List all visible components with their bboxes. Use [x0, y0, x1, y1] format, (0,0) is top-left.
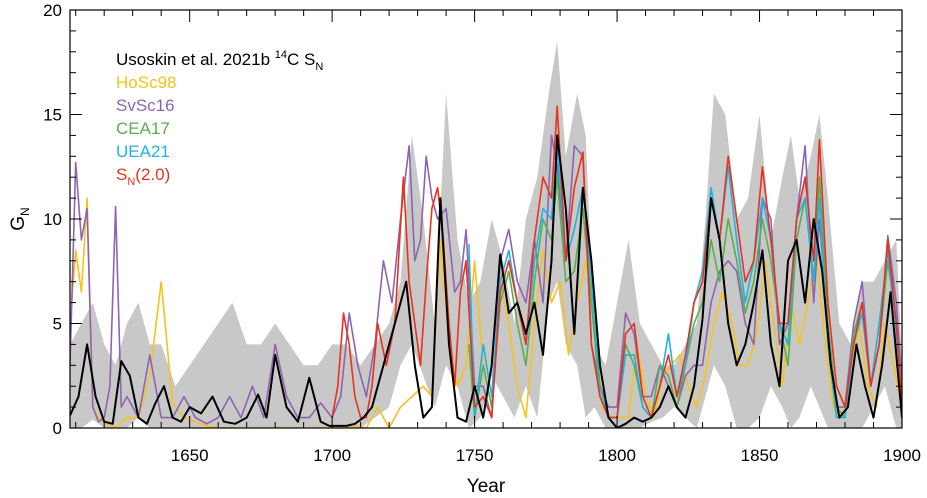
y-tick-label: 20 — [43, 1, 62, 20]
tick-labels: 1650 1700 1750 1800 1850 1900 0 5 10 15 20 — [43, 1, 921, 465]
x-tick-label: 1900 — [883, 446, 921, 465]
series-line-hosc98 — [70, 197, 902, 428]
uncertainty-band-area — [70, 41, 902, 428]
legend-entry: SN(2.0) — [116, 165, 170, 188]
y-axis-label-sub: N — [18, 207, 32, 216]
y-axis-label: GN — [8, 207, 32, 230]
legend-entry: Usoskin et al. 2021b 14C SN — [116, 49, 323, 73]
y-tick-label: 0 — [53, 419, 62, 438]
legend-entry: UEA21 — [116, 142, 170, 161]
x-tick-label: 1700 — [313, 446, 351, 465]
legend-entry: SvSc16 — [116, 96, 175, 115]
y-axis-label-main: G — [8, 216, 29, 231]
y-tick-label: 10 — [43, 210, 62, 229]
y-tick-label: 5 — [53, 315, 62, 334]
x-tick-label: 1650 — [171, 446, 209, 465]
series-lines — [70, 105, 902, 428]
x-tick-label: 1750 — [456, 446, 494, 465]
series-line-usoskin-et-al-2021b-c-s — [70, 134, 902, 428]
uncertainty-band — [70, 41, 902, 428]
legend-entry: HoSc98 — [116, 73, 176, 92]
x-axis-label: Year — [467, 476, 506, 497]
legend-entry: CEA17 — [116, 119, 170, 138]
series-line-s-2-0 — [331, 105, 902, 419]
y-tick-label: 15 — [43, 106, 62, 125]
x-tick-label: 1800 — [598, 446, 636, 465]
axis-ticks — [70, 9, 903, 429]
x-tick-label: 1850 — [741, 446, 779, 465]
